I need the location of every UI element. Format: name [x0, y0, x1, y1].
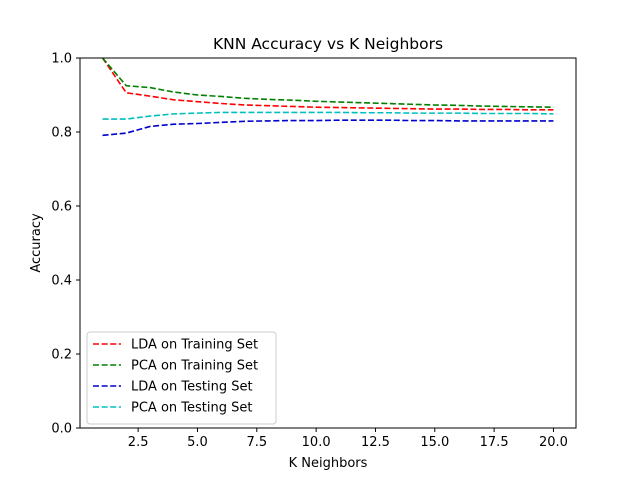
legend-box: [86, 331, 277, 425]
x-axis: 2.5 5.0 7.5 10.0 12.5 15.0 17.5 20.0: [128, 428, 568, 450]
x-tick-label: 15.0: [420, 435, 449, 450]
x-axis-label: K Neighbors: [289, 456, 368, 471]
y-axis-label: Accuracy: [29, 213, 44, 273]
x-tick-label: 20.0: [539, 435, 568, 450]
plot-frame: [79, 57, 577, 429]
y-tick-label: 0.0: [51, 422, 72, 437]
y-tick-label: 1.0: [51, 52, 72, 67]
x-tick-label: 2.5: [128, 435, 149, 450]
x-tick-label: 10.0: [302, 435, 331, 450]
legend-entry-label: PCA on Training Set: [131, 359, 258, 374]
legend-entry-label: LDA on Testing Set: [131, 380, 253, 395]
y-tick-label: 0.6: [51, 200, 72, 215]
legend-entry-label: LDA on Training Set: [131, 338, 258, 353]
series-line-3: [102, 119, 554, 137]
x-tick-label: 17.5: [480, 435, 509, 450]
legend-entry-label: PCA on Testing Set: [131, 401, 252, 416]
series-line-1: [101, 58, 554, 111]
x-tick-label: 7.5: [246, 435, 267, 450]
y-tick-label: 0.8: [51, 126, 72, 141]
x-tick-label: 12.5: [361, 435, 390, 450]
chart-title: KNN Accuracy vs K Neighbors: [213, 35, 443, 53]
y-axis: 0.0 0.2 0.4 0.6 0.8 1.0: [51, 52, 80, 437]
series-line-2: [101, 58, 554, 109]
y-tick-label: 0.2: [51, 348, 72, 363]
legend: LDA on Training Set PCA on Training Set LD…: [86, 331, 277, 425]
x-tick-label: 5.0: [187, 435, 208, 450]
y-tick-label: 0.4: [51, 274, 72, 289]
series-line-4: [102, 111, 554, 120]
series-layer: [101, 58, 554, 137]
